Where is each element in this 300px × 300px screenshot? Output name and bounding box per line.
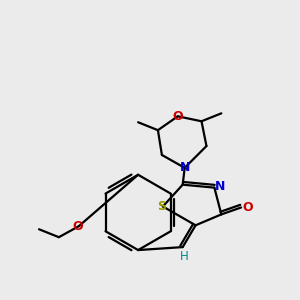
Text: N: N — [215, 180, 226, 193]
Text: S: S — [158, 200, 166, 213]
Text: O: O — [172, 110, 183, 123]
Text: H: H — [180, 250, 189, 263]
Text: O: O — [243, 201, 254, 214]
Text: O: O — [72, 220, 83, 233]
Text: N: N — [179, 161, 190, 174]
